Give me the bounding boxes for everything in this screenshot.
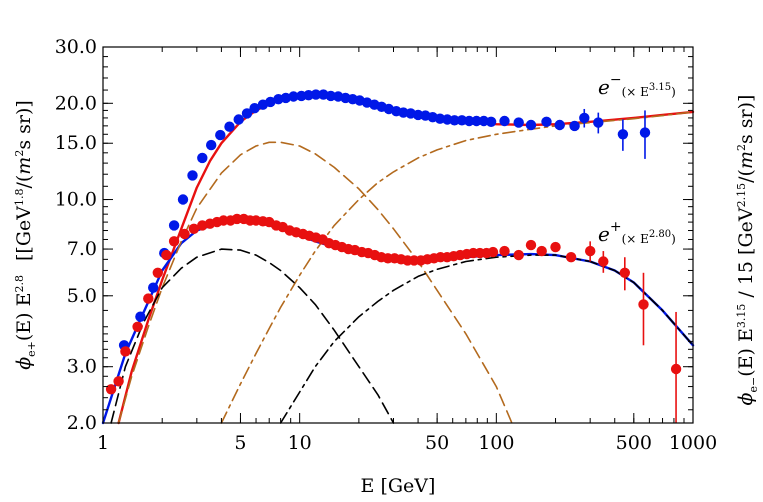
y-tick-label: 30.0: [55, 36, 97, 58]
data-point: [310, 89, 322, 100]
data-point: [487, 246, 499, 258]
y-tick-label: 10.0: [55, 189, 97, 211]
x-tick-label: 10: [288, 432, 312, 454]
data-point: [499, 115, 510, 127]
data-point: [550, 241, 561, 253]
data-point: [135, 311, 146, 322]
data-point: [143, 293, 154, 304]
data-point: [471, 115, 482, 127]
data-point: [485, 116, 497, 128]
data-point: [197, 152, 208, 164]
data-point: [525, 239, 537, 251]
x-tick-label: 50: [425, 432, 449, 454]
left-y-axis-title: ϕe+(E) E2.8[[GeV1.8/(m2s sr)]: [13, 100, 38, 370]
data-point: [148, 282, 159, 293]
fit-curve: [110, 248, 395, 424]
data-point: [325, 90, 336, 102]
data-point: [249, 103, 260, 114]
data-point: [105, 384, 117, 395]
data-point: [541, 116, 552, 128]
data-point: [670, 363, 682, 375]
x-tick-label: 5: [234, 432, 246, 454]
fit-curve: [101, 219, 695, 425]
plot-frame: [102, 46, 694, 424]
data-point: [241, 108, 253, 119]
y-tick-label: 5.0: [67, 285, 97, 307]
data-point: [280, 92, 291, 104]
data-point: [579, 112, 590, 124]
data-point: [569, 120, 580, 132]
data-point: [513, 117, 524, 128]
data-point: [265, 96, 276, 108]
data-point: [168, 236, 180, 247]
right-y-axis-title: ϕe−(E) E3.15 / 15 [GeV2.15/(m2s sr)]: [735, 95, 760, 406]
data-point: [233, 114, 244, 125]
data-point: [593, 117, 604, 128]
data-point: [113, 376, 124, 387]
positron-series-label: e+(× E2.80): [598, 219, 676, 246]
data-point: [617, 129, 629, 140]
data-point: [187, 170, 198, 181]
data-points: [105, 89, 682, 395]
data-point: [288, 91, 299, 102]
y-tick-label: 20.0: [55, 92, 97, 114]
x-axis-title: E [GeV]: [361, 475, 436, 497]
electron-series-label: e−(× E3.15): [598, 72, 676, 99]
data-point: [513, 249, 524, 261]
data-point: [619, 267, 630, 278]
data-point: [132, 321, 143, 332]
data-point: [177, 194, 189, 205]
data-point: [638, 299, 649, 310]
x-tick-label: 1000: [669, 432, 717, 454]
error-bars: [583, 108, 677, 423]
y-tick-label: 3.0: [67, 356, 97, 378]
data-point: [179, 228, 190, 240]
data-point: [161, 249, 172, 261]
y-tick-label: 2.0: [67, 412, 97, 434]
data-point: [449, 115, 460, 126]
data-point: [464, 115, 475, 127]
data-point: [565, 252, 577, 263]
data-point: [525, 119, 537, 131]
data-point: [206, 139, 217, 151]
data-point: [585, 245, 596, 257]
x-tick-label: 500: [616, 432, 652, 454]
data-point: [499, 245, 510, 257]
data-point: [554, 119, 565, 131]
fit-curve: [220, 111, 694, 424]
data-point: [120, 346, 131, 357]
fit-curve: [117, 141, 513, 424]
data-point: [215, 129, 226, 141]
x-tick-label: 100: [478, 432, 514, 454]
data-point: [224, 121, 235, 132]
data-point: [168, 220, 180, 231]
data-point: [536, 245, 547, 257]
data-point: [598, 256, 609, 267]
x-tick-label: 1: [97, 432, 109, 454]
y-tick-label: 7.0: [67, 238, 97, 260]
axis-ticks: 1 5 10 50 100 500 1000 2.0 3.0 5.0 7.0 10.0 15.0 20.0…: [55, 36, 717, 454]
y-tick-label: 15.0: [55, 132, 97, 154]
data-point: [188, 223, 200, 234]
fit-curve: [279, 254, 694, 424]
data-point: [639, 127, 651, 138]
data-point: [152, 267, 163, 278]
